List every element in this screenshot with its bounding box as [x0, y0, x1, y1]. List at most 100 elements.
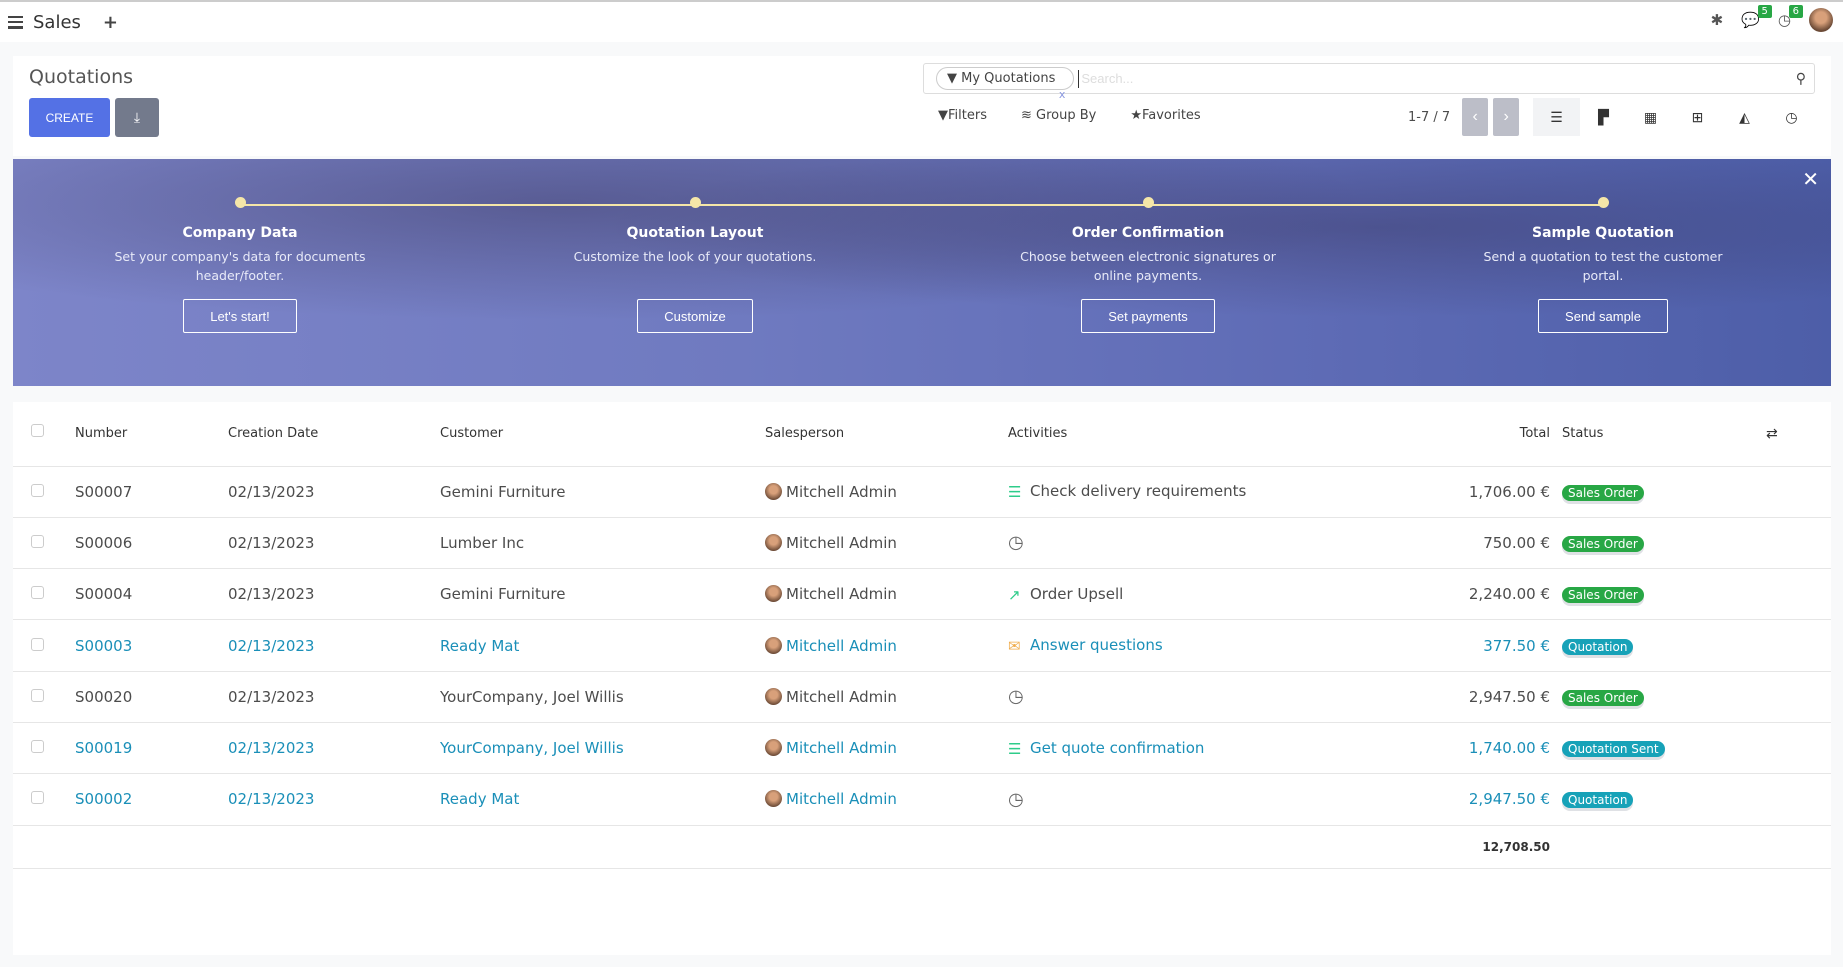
col-total[interactable]: Total — [1519, 426, 1550, 442]
pager-value[interactable]: 1-7 / 7 — [1408, 109, 1451, 125]
step-sample-quotation: Sample Quotation Send a quotation to test… — [1473, 197, 1733, 333]
status-badge: Sales Order — [1562, 484, 1644, 501]
navbar: Sales + ✱ 💬 5 ◷ 6 — [0, 0, 1843, 42]
favorites-button[interactable]: ★Favorites — [1130, 108, 1201, 123]
cell-number: S00004 — [75, 568, 228, 620]
row-checkbox[interactable] — [31, 586, 44, 600]
list-view-button[interactable]: ☰ — [1533, 98, 1580, 136]
cell-date: 02/13/2023 — [228, 516, 440, 569]
cell-date: 02/13/2023 — [228, 670, 440, 723]
row-checkbox[interactable] — [31, 637, 44, 651]
search-input[interactable] — [1078, 69, 1796, 88]
activity-view-button[interactable]: ◷ — [1768, 98, 1815, 136]
cell-salesperson: Mitchell Admin — [786, 533, 897, 552]
tasks-icon[interactable]: ☰ — [1008, 739, 1022, 758]
customize-button[interactable]: Customize — [637, 299, 753, 333]
avatar — [765, 687, 782, 705]
cell-date: 02/13/2023 — [228, 619, 440, 672]
tasks-icon[interactable]: ☰ — [1008, 483, 1022, 502]
cell-total: 750.00 € — [1358, 516, 1562, 569]
filters-button[interactable]: ▼Filters — [938, 108, 987, 123]
clock-icon[interactable]: ◷ 6 — [1778, 5, 1803, 29]
table-row[interactable]: S00020 02/13/2023 YourCompany, Joel Will… — [13, 670, 1831, 723]
table-row[interactable]: S00003 02/13/2023 Ready Mat Mitchell Adm… — [13, 619, 1831, 672]
graph-view-button[interactable]: ◭ — [1721, 98, 1768, 136]
close-icon[interactable]: ✕ — [1802, 169, 1819, 191]
col-number[interactable]: Number — [75, 426, 128, 442]
row-checkbox[interactable] — [31, 740, 44, 754]
table-row[interactable]: S00007 02/13/2023 Gemini Furniture Mitch… — [13, 465, 1831, 518]
optional-columns-icon[interactable]: ⇄ — [1766, 425, 1778, 442]
upsell-chart-icon[interactable]: ↗ — [1008, 585, 1021, 604]
calendar-view-button[interactable]: ▦ — [1627, 98, 1674, 136]
cell-salesperson: Mitchell Admin — [786, 482, 897, 501]
cell-total: 377.50 € — [1358, 619, 1562, 672]
lets-start-button[interactable]: Let's start! — [183, 299, 297, 333]
col-customer[interactable]: Customer — [440, 426, 504, 442]
star-icon: ★ — [1130, 108, 1142, 123]
pivot-view-button[interactable]: ⊞ — [1674, 98, 1721, 136]
layers-icon: ≋ — [1020, 108, 1036, 123]
create-button[interactable]: CREATE — [29, 98, 110, 137]
clock-icon[interactable]: ◷ — [1008, 532, 1024, 554]
cell-total: 2,947.50 € — [1358, 670, 1562, 723]
col-status[interactable]: Status — [1562, 426, 1604, 442]
filter-icon: ▼ — [938, 108, 948, 123]
table-header: Number Creation Date Customer Salesperso… — [13, 402, 1831, 466]
quotations-list: Number Creation Date Customer Salesperso… — [13, 402, 1831, 955]
cell-date: 02/13/2023 — [228, 721, 440, 774]
search-icon[interactable]: ⚲ — [1795, 70, 1806, 87]
table-row[interactable]: S00019 02/13/2023 YourCompany, Joel Will… — [13, 721, 1831, 774]
cell-total: 1,706.00 € — [1358, 465, 1562, 518]
status-badge: Quotation — [1562, 638, 1634, 655]
col-salesperson[interactable]: Salesperson — [765, 426, 845, 442]
clock-icon[interactable]: ◷ — [1008, 788, 1024, 810]
cell-activity: Get quote confirmation — [1030, 738, 1205, 757]
pager-previous[interactable]: ‹ — [1462, 98, 1489, 136]
step-order-confirmation: Order Confirmation Choose between electro… — [1018, 197, 1278, 333]
set-payments-button[interactable]: Set payments — [1081, 299, 1215, 333]
cell-total: 2,947.50 € — [1358, 773, 1562, 826]
col-creation-date[interactable]: Creation Date — [228, 426, 319, 442]
status-badge: Quotation Sent — [1562, 741, 1665, 758]
onboarding-banner: Company Data Set your company's data for … — [13, 159, 1831, 386]
group-by-button[interactable]: ≋ Group By — [1020, 108, 1097, 123]
table-row[interactable]: S00004 02/13/2023 Gemini Furniture Mitch… — [13, 568, 1831, 620]
chat-icon[interactable]: 💬 5 — [1741, 5, 1772, 29]
messages-badge: 5 — [1757, 5, 1772, 18]
sum-total: 12,708.50 — [1358, 824, 1562, 869]
envelope-icon[interactable]: ✉ — [1008, 637, 1021, 656]
bug-icon[interactable]: ✱ — [1710, 11, 1724, 29]
plus-icon[interactable]: + — [102, 11, 119, 33]
clock-icon[interactable]: ◷ — [1008, 686, 1024, 708]
cell-total: 2,240.00 € — [1358, 568, 1562, 620]
kanban-view-button[interactable]: ▛ — [1580, 98, 1627, 136]
row-checkbox[interactable] — [31, 791, 44, 805]
table-row[interactable]: S00006 02/13/2023 Lumber Inc Mitchell Ad… — [13, 516, 1831, 569]
menu-icon[interactable] — [8, 15, 23, 29]
avatar — [765, 585, 782, 603]
select-all-checkbox[interactable] — [31, 424, 44, 438]
page-title: Quotations — [29, 66, 134, 88]
col-activities[interactable]: Activities — [1008, 426, 1068, 442]
cell-salesperson: Mitchell Admin — [786, 790, 897, 809]
row-checkbox[interactable] — [31, 534, 44, 548]
row-checkbox[interactable] — [31, 688, 44, 702]
row-checkbox[interactable] — [31, 483, 44, 497]
facet-remove[interactable]: x — [1058, 88, 1066, 101]
avatar[interactable] — [1809, 8, 1833, 32]
avatar — [765, 739, 782, 757]
cell-customer: Ready Mat — [440, 773, 765, 826]
cell-salesperson: Mitchell Admin — [786, 585, 897, 604]
table-row[interactable]: S00002 02/13/2023 Ready Mat Mitchell Adm… — [13, 773, 1831, 826]
search-facet[interactable]: ▼ My Quotations x — [936, 67, 1075, 101]
download-button[interactable]: ⤓ — [115, 98, 159, 137]
app-name[interactable]: Sales — [33, 11, 81, 33]
pager-next[interactable]: › — [1493, 98, 1520, 136]
cell-salesperson: Mitchell Admin — [786, 739, 897, 758]
step-company-data: Company Data Set your company's data for … — [110, 197, 370, 333]
status-badge: Quotation — [1562, 792, 1634, 809]
cell-date: 02/13/2023 — [228, 773, 440, 826]
send-sample-button[interactable]: Send sample — [1538, 299, 1668, 333]
